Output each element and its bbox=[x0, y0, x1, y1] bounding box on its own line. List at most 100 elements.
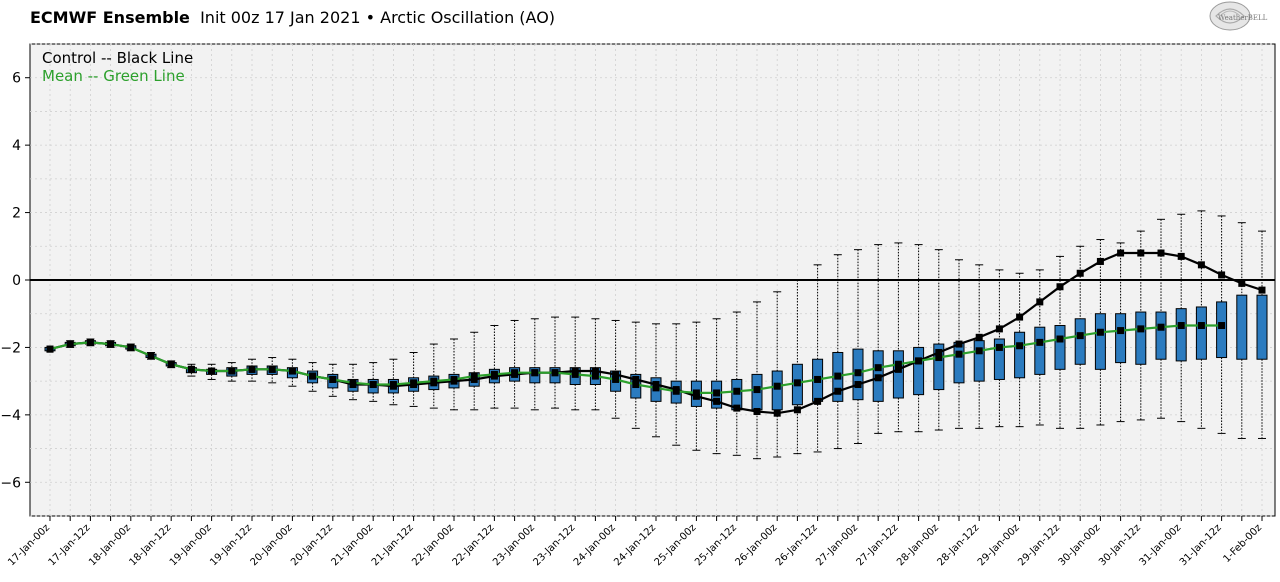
mean-marker bbox=[713, 389, 721, 397]
mean-marker bbox=[208, 367, 216, 375]
control-marker bbox=[834, 387, 842, 395]
title-separator: • bbox=[365, 8, 376, 27]
control-marker bbox=[733, 404, 741, 412]
mean-marker bbox=[450, 375, 458, 383]
control-marker bbox=[753, 407, 761, 415]
mean-marker bbox=[248, 365, 256, 373]
control-marker bbox=[1177, 252, 1185, 260]
control-marker bbox=[1016, 313, 1024, 321]
box bbox=[1175, 308, 1187, 362]
control-marker bbox=[1218, 271, 1226, 279]
x-tick-label: 19-Jan-00z bbox=[168, 522, 214, 568]
x-tick-label: 17-Jan-12z bbox=[47, 522, 93, 568]
control-marker bbox=[1076, 269, 1084, 277]
mean-marker bbox=[1177, 322, 1185, 330]
control-marker bbox=[612, 370, 620, 378]
x-tick-label: 24-Jan-12z bbox=[612, 522, 658, 568]
box bbox=[1034, 326, 1046, 375]
mean-marker bbox=[490, 370, 498, 378]
mean-marker bbox=[1076, 332, 1084, 340]
y-tick-label: 6 bbox=[12, 71, 21, 87]
y-axis: −6 −4 −2 0 2 4 6 bbox=[0, 71, 30, 491]
x-tick-label: 18-Jan-00z bbox=[87, 522, 133, 568]
control-marker bbox=[773, 409, 781, 417]
control-marker bbox=[1117, 249, 1125, 257]
legend-entry: Mean -- Green Line bbox=[42, 67, 185, 85]
control-marker bbox=[995, 325, 1003, 333]
box bbox=[1074, 318, 1086, 365]
box bbox=[771, 370, 783, 411]
mean-marker bbox=[915, 357, 923, 365]
mean-marker bbox=[127, 343, 135, 351]
x-tick-label: 25-Jan-12z bbox=[693, 522, 739, 568]
mean-marker bbox=[672, 387, 680, 395]
mean-marker bbox=[591, 372, 599, 380]
control-marker bbox=[1238, 279, 1246, 287]
x-tick-label: 24-Jan-00z bbox=[572, 522, 618, 568]
control-marker bbox=[1258, 286, 1266, 294]
control-marker bbox=[814, 397, 822, 405]
logo-text: WeatherBELL bbox=[1218, 14, 1268, 22]
control-marker bbox=[1056, 283, 1064, 291]
mean-marker bbox=[1117, 327, 1125, 335]
x-tick-label: 21-Jan-12z bbox=[370, 522, 416, 568]
y-tick-label: −6 bbox=[0, 475, 21, 491]
x-tick-label: 22-Jan-12z bbox=[451, 522, 497, 568]
x-tick-label: 30-Jan-12z bbox=[1097, 522, 1143, 568]
box bbox=[892, 350, 904, 399]
x-axis: 17-Jan-00z17-Jan-12z18-Jan-00z18-Jan-12z… bbox=[6, 516, 1264, 568]
mean-marker bbox=[692, 389, 700, 397]
x-tick-label: 27-Jan-12z bbox=[855, 522, 901, 568]
x-tick-label: 20-Jan-00z bbox=[249, 522, 295, 568]
box bbox=[933, 343, 945, 391]
mean-marker bbox=[632, 381, 640, 389]
x-tick-label: 17-Jan-00z bbox=[6, 522, 52, 568]
mean-marker bbox=[733, 387, 741, 395]
mean-marker bbox=[66, 340, 74, 348]
mean-marker bbox=[894, 360, 902, 368]
mean-marker bbox=[268, 365, 276, 373]
x-tick-label: 28-Jan-00z bbox=[895, 522, 941, 568]
mean-marker bbox=[167, 360, 175, 368]
mean-marker bbox=[612, 375, 620, 383]
mean-marker bbox=[187, 365, 195, 373]
control-marker bbox=[1036, 298, 1044, 306]
title-subtitle: Arctic Oscillation (AO) bbox=[380, 8, 556, 27]
title-init: Init 00z 17 Jan 2021 bbox=[200, 8, 361, 27]
mean-marker bbox=[975, 347, 983, 355]
x-tick-label: 23-Jan-12z bbox=[531, 522, 577, 568]
box bbox=[1236, 294, 1248, 360]
control-marker bbox=[591, 367, 599, 375]
mean-marker bbox=[1056, 335, 1064, 343]
x-tick-label: 30-Jan-00z bbox=[1057, 522, 1103, 568]
mean-marker bbox=[470, 372, 478, 380]
mean-marker bbox=[793, 379, 801, 387]
mean-marker bbox=[288, 367, 296, 375]
control-marker bbox=[955, 340, 963, 348]
x-tick-label: 26-Jan-12z bbox=[774, 522, 820, 568]
box bbox=[953, 341, 965, 384]
control-marker bbox=[793, 406, 801, 414]
x-tick-label: 29-Jan-00z bbox=[976, 522, 1022, 568]
mean-marker bbox=[1096, 328, 1104, 336]
x-tick-label: 28-Jan-12z bbox=[935, 522, 981, 568]
box bbox=[973, 340, 985, 382]
box bbox=[1256, 294, 1268, 360]
x-tick-label: 25-Jan-00z bbox=[653, 522, 699, 568]
whiskers bbox=[46, 210, 1266, 460]
box bbox=[993, 338, 1005, 380]
mean-marker bbox=[814, 375, 822, 383]
control-marker bbox=[1096, 257, 1104, 265]
box bbox=[913, 346, 925, 396]
mean-marker bbox=[531, 369, 539, 377]
mean-marker bbox=[874, 364, 882, 372]
control-marker bbox=[894, 365, 902, 373]
box bbox=[1014, 331, 1026, 379]
control-marker bbox=[935, 348, 943, 356]
title-main: ECMWF Ensemble bbox=[30, 8, 190, 27]
mean-marker bbox=[935, 354, 943, 362]
x-tick-label: 22-Jan-00z bbox=[410, 522, 456, 568]
mean-marker bbox=[329, 375, 337, 383]
